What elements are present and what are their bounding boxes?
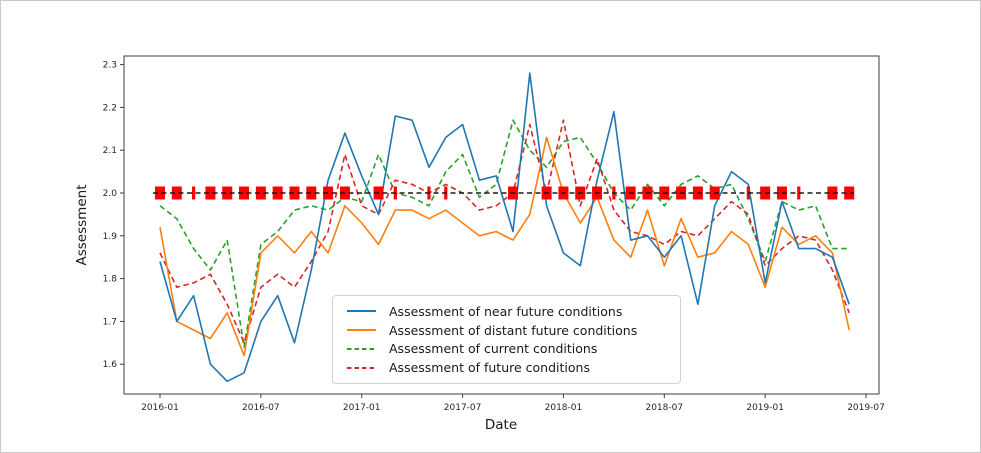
x-tick-label: 2016-01 [141, 403, 179, 413]
x-tick-label: 2018-01 [545, 403, 583, 413]
series-line-3 [159, 119, 850, 344]
series-line-0 [159, 72, 850, 383]
legend-label: Assessment of future conditions [389, 360, 590, 376]
legend-line-sample-near-future [347, 310, 376, 313]
y-tick-label: 2.3 [103, 61, 117, 71]
legend-item: Assessment of near future conditions [341, 302, 672, 321]
legend-item: Assessment of future conditions [341, 358, 672, 377]
y-tick-label: 1.9 [103, 232, 118, 242]
legend-label: Assessment of distant future conditions [389, 322, 638, 338]
reference-marker-square [255, 186, 266, 200]
reference-marker-square [289, 186, 300, 200]
reference-marker-square [306, 186, 317, 200]
legend-line-sample-future [347, 366, 376, 369]
y-tick-label: 1.6 [103, 360, 118, 370]
y-tick-label: 2.0 [103, 189, 118, 199]
reference-marker-tick [797, 186, 801, 200]
reference-marker-square [222, 186, 233, 200]
x-axis-label: Date [484, 417, 518, 433]
reference-marker-square [844, 186, 855, 200]
y-tick-label: 2.2 [103, 103, 117, 113]
x-tick-label: 2016-07 [242, 403, 280, 413]
legend-line-sample-current [347, 347, 376, 350]
x-tick-label: 2017-01 [343, 403, 381, 413]
y-tick-label: 2.1 [103, 146, 117, 156]
reference-marker-square [272, 186, 283, 200]
reference-marker-square [323, 186, 334, 200]
x-tick-label: 2017-07 [444, 403, 482, 413]
reference-marker-square [171, 186, 182, 200]
reference-marker-square [827, 186, 838, 200]
series-line-2 [159, 119, 850, 348]
legend: Assessment of near future conditions Ass… [332, 295, 681, 384]
legend-label: Assessment of current conditions [389, 341, 598, 357]
reference-marker-square [155, 186, 165, 200]
legend-label: Assessment of near future conditions [389, 303, 623, 319]
reference-marker-square [205, 186, 216, 200]
series-line-1 [159, 136, 850, 357]
legend-item: Assessment of current conditions [341, 340, 672, 359]
y-tick-label: 1.8 [103, 275, 118, 285]
y-tick-label: 1.7 [103, 317, 117, 327]
reference-marker-square [776, 186, 787, 200]
x-tick-label: 2019-07 [847, 403, 885, 413]
reference-marker-square [239, 186, 250, 200]
reference-marker-tick [192, 186, 196, 200]
x-tick-label: 2019-01 [746, 403, 784, 413]
legend-item: Assessment of distant future conditions [341, 321, 672, 340]
x-tick-label: 2018-07 [645, 403, 683, 413]
legend-line-sample-distant-future [347, 329, 376, 332]
plot-frame [123, 55, 880, 395]
y-axis-label: Assessment [74, 184, 90, 266]
